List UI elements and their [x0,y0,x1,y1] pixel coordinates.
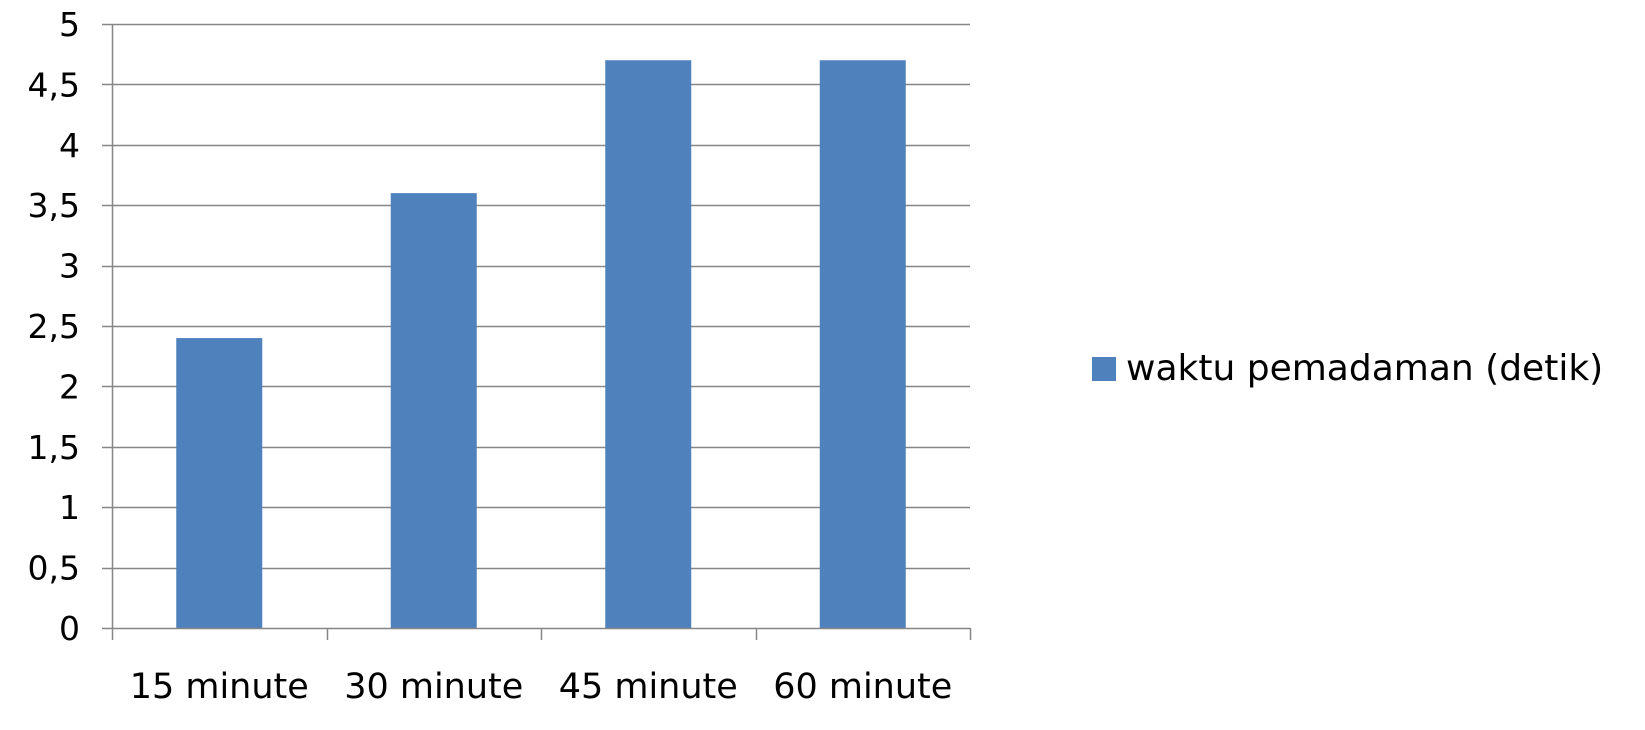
x-tick-label: 15 minute [130,667,309,707]
y-tick-label: 4,5 [28,65,80,104]
y-tick-label: 5 [59,5,80,44]
bar-60-minute [819,60,906,629]
x-tick-label: 30 minute [344,667,523,707]
y-tick-label: 3 [59,247,80,286]
bar-30-minute [390,193,477,628]
bar-15-minute [176,338,263,628]
legend: waktu pemadaman (detik) [1092,348,1603,389]
legend-label: waktu pemadaman (detik) [1126,348,1604,389]
y-tick-labels: 0 0,5 1 1,5 2 2,5 3 3,5 4 4,5 5 [28,5,80,648]
y-tick-label: 2 [59,367,80,406]
y-tick-label: 1,5 [28,428,80,467]
y-tick-label: 0,5 [28,549,80,588]
bars [176,60,906,629]
y-tick-label: 2,5 [28,307,80,346]
bar-45-minute [605,60,692,629]
x-tick-labels: 15 minute 30 minute 45 minute 60 minute [130,667,953,707]
legend-swatch [1092,356,1116,381]
axes [102,24,972,640]
y-tick-label: 4 [59,126,80,165]
x-tick-label: 45 minute [559,667,738,707]
x-tick-label: 60 minute [773,667,952,707]
y-tick-label: 0 [59,609,80,648]
y-tick-label: 1 [59,488,80,527]
y-tick-label: 3,5 [28,186,80,225]
